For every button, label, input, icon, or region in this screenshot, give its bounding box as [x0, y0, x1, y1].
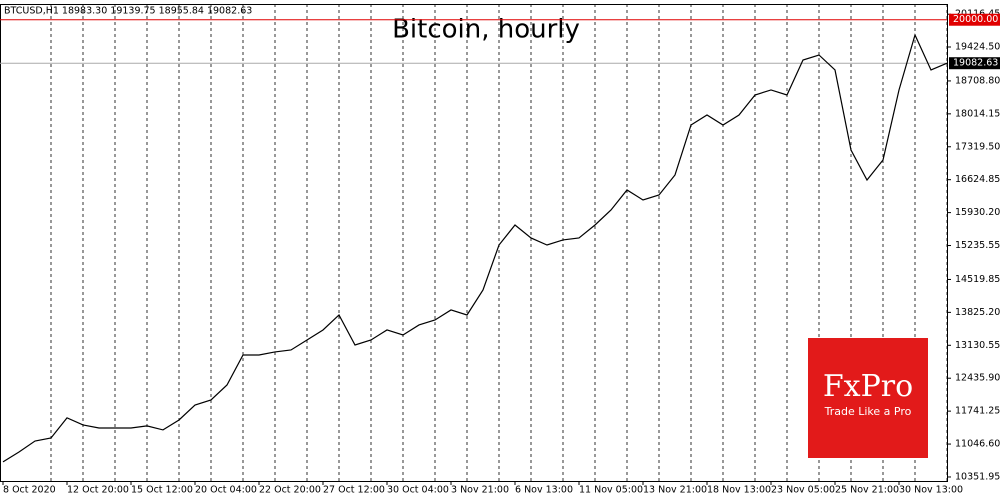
- header: BTCUSD,H1 18983.30 19139.75 18955.84 190…: [4, 6, 252, 17]
- y-tick-label: 17319.50: [955, 141, 1000, 152]
- chart-title: Bitcoin, hourly: [392, 15, 580, 45]
- logo-title: FxPro: [823, 369, 913, 404]
- x-tick-label: 20 Oct 04:00: [195, 485, 257, 496]
- x-tick-label: 8 Oct 2020: [3, 485, 56, 496]
- x-tick-label: 25 Nov 21:00: [835, 485, 899, 496]
- logo-box: [808, 338, 928, 458]
- y-tick-label: 11046.60: [955, 439, 1000, 450]
- price-label-bg: [949, 57, 1000, 70]
- x-tick-label: 22 Oct 20:00: [259, 485, 321, 496]
- x-tick-label: 18 Nov 13:00: [707, 485, 771, 496]
- x-tick-label: 3 Nov 21:00: [451, 485, 509, 496]
- y-tick-label: 15930.20: [955, 207, 1000, 218]
- price-label: 19082.63: [953, 58, 998, 69]
- y-tick-label: 16624.85: [955, 174, 1000, 185]
- price-label-bg: [949, 13, 1000, 26]
- y-tick-label: 14519.85: [955, 274, 1000, 285]
- x-tick-label: 15 Oct 12:00: [131, 485, 193, 496]
- y-tick-label: 15235.55: [955, 240, 1000, 251]
- y-tick-label: 12435.90: [955, 373, 1000, 384]
- y-tick-label: 19424.50: [955, 42, 1000, 53]
- y-tick-label: 18014.15: [955, 108, 1000, 119]
- y-tick-label: 11741.25: [955, 406, 1000, 417]
- plot-frame: [0, 4, 948, 482]
- x-tick-label: 6 Nov 13:00: [515, 485, 573, 496]
- y-tick-label: 13130.55: [955, 340, 1000, 351]
- x-tick-label: 12 Oct 20:00: [67, 485, 129, 496]
- x-tick-label: 30 Nov 13:00: [899, 485, 963, 496]
- y-tick-label: 13825.20: [955, 307, 1000, 318]
- x-tick-label: 23 Nov 05:00: [771, 485, 835, 496]
- y-tick-label: 18708.80: [955, 75, 1000, 86]
- price-line-series: [2, 33, 948, 463]
- x-tick-label: 30 Oct 04:00: [387, 485, 449, 496]
- x-tick-label: 27 Oct 12:00: [323, 485, 385, 496]
- x-tick-label: 13 Nov 21:00: [643, 485, 707, 496]
- x-tick-label: 11 Nov 05:00: [579, 485, 643, 496]
- logo-tagline: Trade Like a Pro: [824, 405, 912, 418]
- price-label: 20000.00: [953, 14, 998, 25]
- y-tick-label: 10351.95: [955, 471, 1000, 482]
